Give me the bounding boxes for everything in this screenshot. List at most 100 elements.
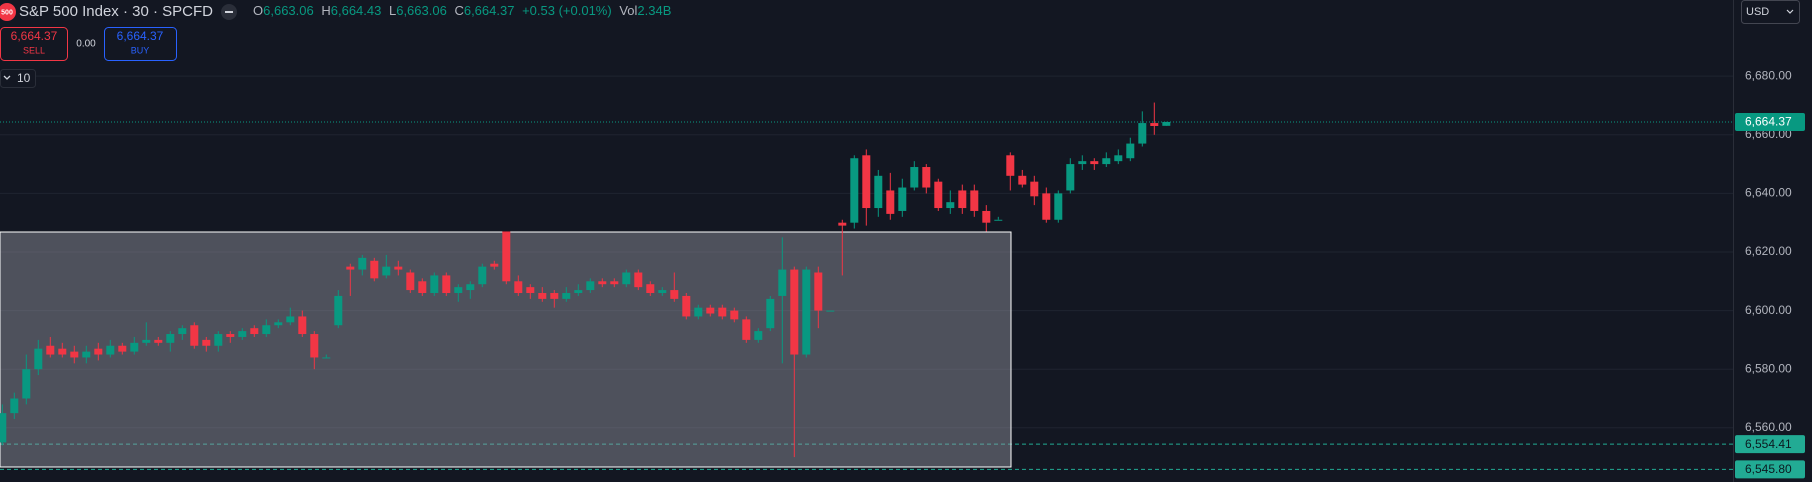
candle-body: [46, 345, 55, 355]
candle-body: [754, 331, 763, 340]
candle-body: [850, 158, 859, 223]
candle-body: [82, 351, 91, 358]
candle-body: [826, 310, 835, 312]
sell-price: 6,664.37: [11, 29, 58, 43]
candle-body: [802, 269, 811, 355]
candle-body: [238, 331, 247, 337]
candle-body: [526, 287, 535, 294]
symbol-title[interactable]: S&P 500 Index · 30 · SPCFD: [19, 3, 213, 20]
candle-body: [94, 348, 103, 355]
candle-body: [970, 190, 979, 211]
candle-body: [934, 181, 943, 209]
legend-label: C: [454, 3, 463, 18]
y-tick-label: 6,560.00: [1745, 420, 1792, 434]
y-tick-label: 6,680.00: [1745, 68, 1792, 82]
candle-body: [1162, 121, 1171, 126]
candle-body: [418, 281, 427, 294]
y-tick-label: 6,640.00: [1745, 186, 1792, 200]
indicator-count: 10: [17, 71, 31, 85]
candle-body: [610, 281, 619, 285]
candle-body: [142, 339, 151, 343]
candle-body: [118, 345, 127, 352]
candle-body: [10, 398, 19, 414]
candle-body: [214, 334, 223, 346]
price-label: 6,554.41: [1745, 437, 1792, 451]
candle-body: [814, 272, 823, 311]
candle-body: [1018, 175, 1027, 185]
candle-body: [550, 293, 559, 299]
last-price-box: [1735, 112, 1805, 131]
candle-body: [898, 187, 907, 211]
candles: [0, 102, 1171, 458]
candle-body: [454, 287, 463, 294]
buy-button[interactable]: [104, 27, 177, 61]
candle-body: [358, 257, 367, 270]
candle-body: [70, 351, 79, 358]
candle-body: [670, 290, 679, 299]
candle-body: [958, 190, 967, 209]
candle-body: [334, 295, 343, 326]
candle-body: [778, 269, 787, 296]
candle-body: [718, 307, 727, 317]
legend-label: O: [253, 3, 263, 18]
legend-change: +0.53 (+0.01%): [522, 3, 612, 18]
candle-body: [274, 322, 283, 326]
axis-background: [1733, 0, 1812, 482]
candle-body: [874, 175, 883, 209]
candle-body: [1090, 161, 1099, 165]
candle-body: [946, 202, 955, 209]
candle-body: [166, 334, 175, 343]
candle-body: [34, 348, 43, 370]
candle-body: [838, 222, 847, 226]
candle-body: [106, 345, 115, 355]
candle-body: [562, 293, 571, 299]
candle-body: [1150, 123, 1159, 126]
candle-body: [370, 260, 379, 279]
candle-body: [538, 293, 547, 299]
candle-body: [982, 210, 991, 223]
candle-body: [322, 357, 331, 359]
sell-button[interactable]: [0, 27, 68, 61]
candle-body: [178, 328, 187, 335]
candle-body: [466, 284, 475, 291]
candle-body: [622, 272, 631, 285]
price-label-box: [1735, 460, 1805, 479]
candle-body: [1102, 158, 1111, 165]
plot-area: [0, 75, 1733, 470]
y-tick-label: 6,620.00: [1745, 244, 1792, 258]
y-tick-label: 6,580.00: [1745, 361, 1792, 375]
candle-body: [430, 275, 439, 294]
candle-body: [1066, 164, 1075, 191]
sell-label: SELL: [23, 45, 45, 55]
symbol-logo[interactable]: [0, 3, 16, 21]
candle-body: [0, 413, 7, 443]
candle-body: [886, 190, 895, 214]
candle-body: [790, 269, 799, 355]
candle-body: [190, 325, 199, 346]
candle-body: [202, 339, 211, 346]
currency-select[interactable]: [1741, 0, 1800, 24]
legend-value: 6,663.06: [396, 3, 447, 18]
buy-price: 6,664.37: [117, 29, 164, 43]
candle-body: [1054, 193, 1063, 220]
candle-body: [766, 298, 775, 329]
buy-label: BUY: [131, 45, 150, 55]
price-axis: 6,560.00 6,580.00 6,600.00 6,620.00 6,640.00…: [1733, 0, 1812, 482]
candle-body: [682, 295, 691, 317]
legend-value: 6,664.43: [331, 3, 382, 18]
candle-body: [382, 266, 391, 276]
candle-body: [1126, 143, 1135, 159]
candle-body: [646, 284, 655, 294]
last-price-label: 6,664.37: [1745, 115, 1792, 129]
candle-body: [250, 328, 259, 335]
spread: 0.00: [76, 39, 96, 50]
candle-body: [922, 167, 931, 188]
indicators-toggle[interactable]: [0, 69, 36, 88]
candle-body: [226, 334, 235, 337]
legend-value: 6,663.06: [263, 3, 314, 18]
ohlc-legend: O6,663.06 H6,664.43 L6,663.06 C6,664.37 …: [253, 3, 671, 18]
symbol-logo-text: 500: [1, 9, 13, 16]
candle-body: [22, 369, 31, 399]
